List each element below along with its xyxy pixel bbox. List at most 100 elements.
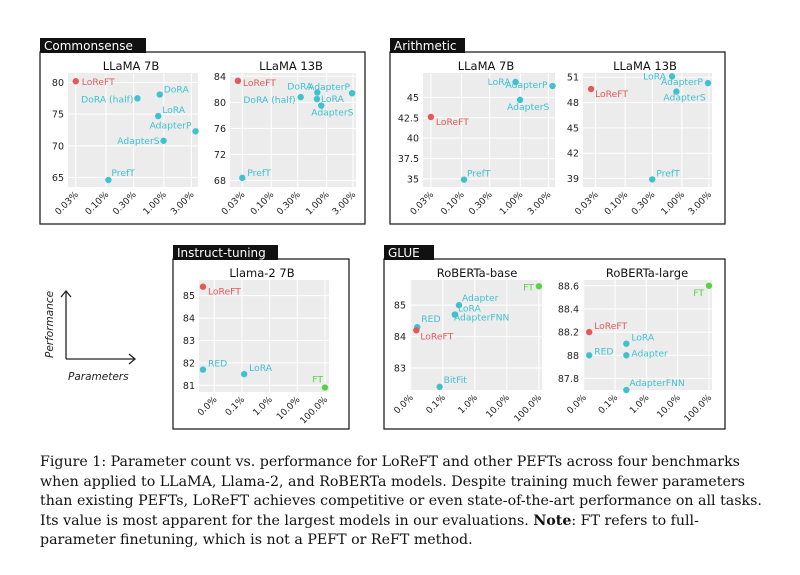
point-loreft: [586, 328, 593, 336]
point-dora: [314, 89, 321, 96]
x-tick-label: 0.10%: [249, 190, 277, 218]
x-tick-label: 0.1%: [597, 393, 621, 417]
panel-title: Instruct-tuning: [177, 246, 266, 260]
x-tick-label: 0.10%: [439, 190, 467, 218]
y-tick-label: 80: [214, 98, 226, 109]
point-label: AdapterP: [308, 82, 350, 93]
plot-area: [423, 73, 555, 187]
point-adapterp: [348, 89, 356, 97]
point-label: LoReFT: [82, 77, 115, 88]
x-tick-label: 0.03%: [54, 190, 82, 218]
point-label: FT: [693, 288, 704, 299]
point-label: LoReFT: [594, 321, 627, 332]
y-tick-label: 45: [567, 123, 579, 134]
y-tick-label: 80: [52, 78, 64, 89]
point-label: PrefT: [247, 168, 271, 179]
y-hint-label: Performance: [44, 291, 56, 358]
figure-caption: Figure 1: Parameter count vs. performanc…: [40, 453, 765, 551]
point-dora-half-: [134, 95, 141, 102]
panel-glue: GLUE: [383, 245, 726, 430]
chart-cs13: 68 72 76 80 84 0.03% 0.10% 0.30% 1.00% 3.00% LLaMA…: [214, 59, 359, 217]
point-label: BitFit: [444, 375, 468, 386]
x-tick-label: 0.03%: [220, 190, 248, 218]
y-tick-label: 72: [214, 150, 226, 161]
y-tick-label: 45: [407, 93, 419, 104]
point-loreft: [72, 78, 79, 85]
point-loreft: [234, 77, 242, 85]
chart-title: LLaMA 7B: [103, 59, 160, 73]
point-adapterp: [192, 128, 199, 135]
point-label: LoRA: [162, 105, 186, 116]
point-dora-half-: [297, 93, 304, 101]
point-label: LoRA: [643, 71, 667, 82]
x-tick-label: 1.00%: [142, 190, 170, 218]
y-tick-label: 84: [183, 314, 195, 325]
chart-gl: 87.8 88 88.2 88.4 88.6 0.0% 0.1% 1.0% 10.0% 100.0…: [558, 266, 715, 424]
y-tick-label: 48: [567, 98, 579, 109]
point-label: DoRA (half): [243, 95, 295, 106]
x-tick-label: 3.00%: [331, 190, 359, 218]
chart-title: LLaMA 13B: [613, 59, 677, 73]
chart-title: Llama-2 7B: [229, 266, 294, 280]
point-label: DoRA: [164, 85, 190, 96]
point-label: Adapter: [631, 348, 668, 359]
point-label: RED: [208, 359, 227, 370]
y-tick-label: 35: [407, 174, 419, 185]
point-loreft: [413, 327, 420, 334]
point-label: RED: [421, 314, 440, 325]
x-tick-label: 0.10%: [84, 190, 112, 218]
point-label: AdapterS: [663, 93, 705, 104]
caption-text: Parameter count vs. performance for LoRe…: [40, 454, 762, 529]
x-tick-label: 1.0%: [457, 393, 481, 417]
y-tick-label: 81: [183, 381, 195, 392]
x-tick-label: 1.00%: [498, 190, 526, 218]
y-tick-label: 42: [567, 149, 579, 160]
chart-ar13: 39 42 45 48 51 0.03% 0.10% 0.30% 1.00% 3.00% LLaMA…: [567, 59, 714, 217]
y-tick-label: 75: [52, 110, 64, 121]
point-preft: [105, 176, 112, 184]
panel-title: GLUE: [388, 246, 420, 260]
point-adapters: [160, 137, 167, 144]
point-red: [586, 352, 593, 359]
point-lora: [623, 340, 630, 347]
y-tick-label: 37.5: [398, 154, 419, 165]
x-tick-label: 0.30%: [467, 190, 495, 218]
point-adapterfnn: [623, 386, 630, 394]
panel-frame: [383, 258, 726, 430]
chart-cs7: 65 70 75 80 0.03% 0.10% 0.30% 1.00% 3.00% LLaMA 7…: [52, 59, 199, 217]
x-tick-label: 0.30%: [275, 190, 303, 218]
plot-area: [199, 280, 329, 392]
y-tick-label: 82: [183, 358, 195, 369]
x-arrowhead: [128, 353, 137, 365]
point-ft: [321, 384, 329, 391]
panel-title: Commonsense: [44, 39, 133, 53]
point-label: LoReFT: [208, 287, 241, 298]
point-adapterfnn: [451, 311, 459, 318]
plot-area: [68, 73, 198, 187]
point-preft: [649, 176, 656, 183]
plot-area: [230, 73, 356, 187]
figure-1: Commonsense Arithmetic Instruct-tuning G…: [39, 38, 726, 430]
x-tick-label: 1.0%: [252, 395, 276, 419]
point-label: LoReFT: [420, 331, 453, 342]
point-label: AdapterS: [117, 136, 159, 147]
panel-instruct-tuning: Instruct-tuning: [172, 245, 350, 430]
chart-gb: 83 84 85 0.0% 0.1% 1.0% 10.0% 100.0% RoBERTa-bas…: [393, 266, 545, 424]
point-adapterp: [704, 79, 712, 87]
y-tick-label: 84: [214, 72, 226, 83]
point-ft: [705, 282, 713, 289]
y-tick-label: 68: [214, 176, 226, 187]
point-label: LoRA: [488, 77, 512, 88]
point-label: LoReFT: [436, 117, 469, 128]
point-label: DoRA (half): [81, 94, 133, 105]
chart-title: RoBERTa-base: [437, 266, 518, 280]
point-label: RED: [594, 346, 613, 357]
plot-area: [583, 73, 712, 187]
y-arrowhead: [60, 289, 72, 298]
plot-area: [583, 280, 712, 390]
x-tick-label: 1.00%: [660, 190, 688, 218]
chart-ar7: 35 37.5 40 42.5 45 0.03% 0.10% 0.30% 1.00% 3.00% L…: [398, 59, 556, 217]
y-tick-label: 83: [183, 336, 195, 347]
chart-title: RoBERTa-large: [606, 266, 688, 280]
point-lora: [313, 95, 321, 103]
